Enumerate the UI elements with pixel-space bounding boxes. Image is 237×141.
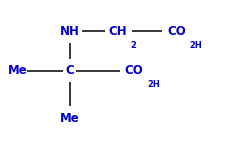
Text: C: C [66,64,74,77]
Text: 2H: 2H [190,41,203,50]
Text: CO: CO [167,25,186,38]
Text: Me: Me [8,64,28,77]
Text: NH: NH [60,25,80,38]
Text: CH: CH [108,25,127,38]
Text: Me: Me [60,112,80,125]
Text: 2: 2 [131,41,137,50]
Text: 2H: 2H [147,80,160,89]
Text: CO: CO [124,64,143,77]
